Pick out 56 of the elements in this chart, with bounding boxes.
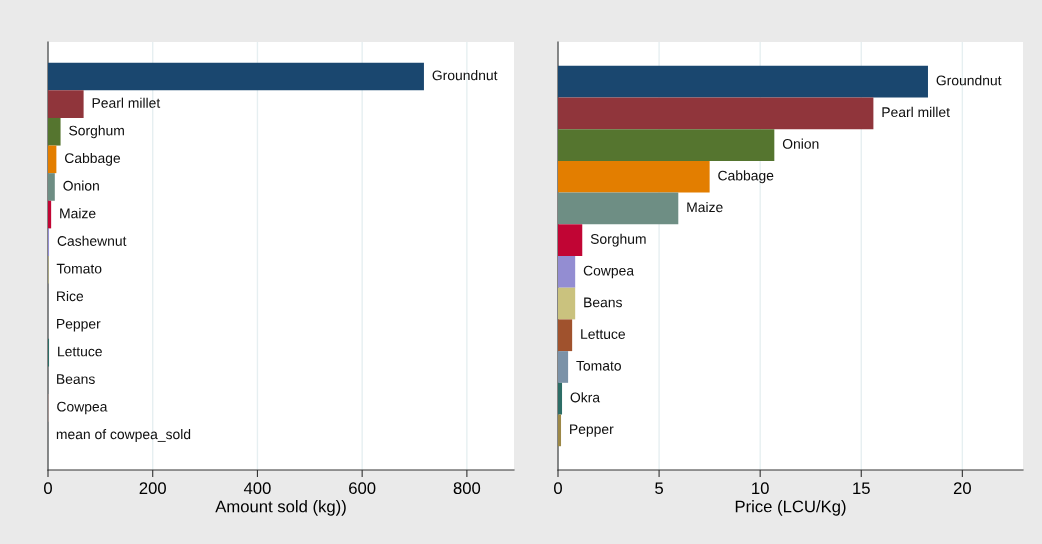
category-label: Onion	[63, 180, 99, 191]
category-label: Maize	[687, 201, 723, 213]
category-label: Lettuce	[58, 346, 102, 357]
bar	[48, 117, 61, 146]
bar	[558, 224, 583, 256]
bar	[558, 382, 563, 415]
bar	[558, 287, 576, 320]
category-label: Pepper	[57, 319, 101, 332]
x-axis-title: Price (LCU/Kg)	[735, 500, 846, 516]
category-label: Beans	[584, 297, 622, 308]
category-label: Pearl millet	[882, 106, 950, 118]
bar	[48, 173, 55, 201]
category-label: Cabbage	[65, 152, 121, 166]
bar	[48, 200, 52, 229]
category-label: Sorghum	[69, 125, 124, 139]
bar	[558, 192, 679, 225]
x-tick-label: 600	[349, 482, 376, 495]
bar	[558, 319, 573, 352]
x-tick-label: 0	[44, 482, 52, 495]
bar	[558, 97, 874, 130]
bar	[558, 414, 562, 447]
category-label: Okra	[570, 392, 601, 403]
category-label: Tomato	[56, 263, 102, 274]
category-label: Sorghum	[590, 233, 646, 247]
category-label: Cowpea	[57, 401, 108, 415]
category-label: Pepper	[570, 424, 614, 437]
x-tick-label: 200	[139, 482, 166, 495]
bar	[48, 62, 424, 91]
bar	[558, 160, 710, 193]
category-label: mean of cowpea_sold	[56, 429, 191, 442]
bar	[558, 65, 928, 98]
x-tick-label: 5	[655, 482, 664, 495]
category-label: Cowpea	[583, 265, 635, 279]
bar	[558, 351, 569, 383]
category-label: Tomato	[576, 361, 621, 371]
category-label: Cabbage	[718, 170, 774, 184]
category-label: Groundnut	[936, 75, 1002, 86]
bar	[558, 129, 775, 161]
category-label: Beans	[57, 374, 95, 384]
category-label: Groundnut	[432, 70, 498, 81]
category-label: Pearl millet	[92, 97, 161, 108]
x-tick-label: 15	[853, 482, 870, 495]
x-tick-label: 0	[554, 482, 562, 495]
x-tick-label: 400	[243, 482, 271, 495]
x-tick-label: 10	[752, 482, 769, 495]
category-label: Onion	[782, 138, 819, 149]
bar	[48, 145, 57, 174]
x-tick-label: 20	[953, 482, 971, 495]
category-label: Lettuce	[581, 329, 625, 339]
x-tick-label: 800	[453, 482, 481, 495]
bar	[558, 256, 576, 288]
category-label: Maize	[60, 208, 96, 219]
x-axis-title: Amount sold (kg))	[215, 500, 346, 516]
category-label: Cashewnut	[57, 235, 127, 246]
bar	[48, 90, 84, 118]
category-label: Rice	[57, 290, 84, 302]
